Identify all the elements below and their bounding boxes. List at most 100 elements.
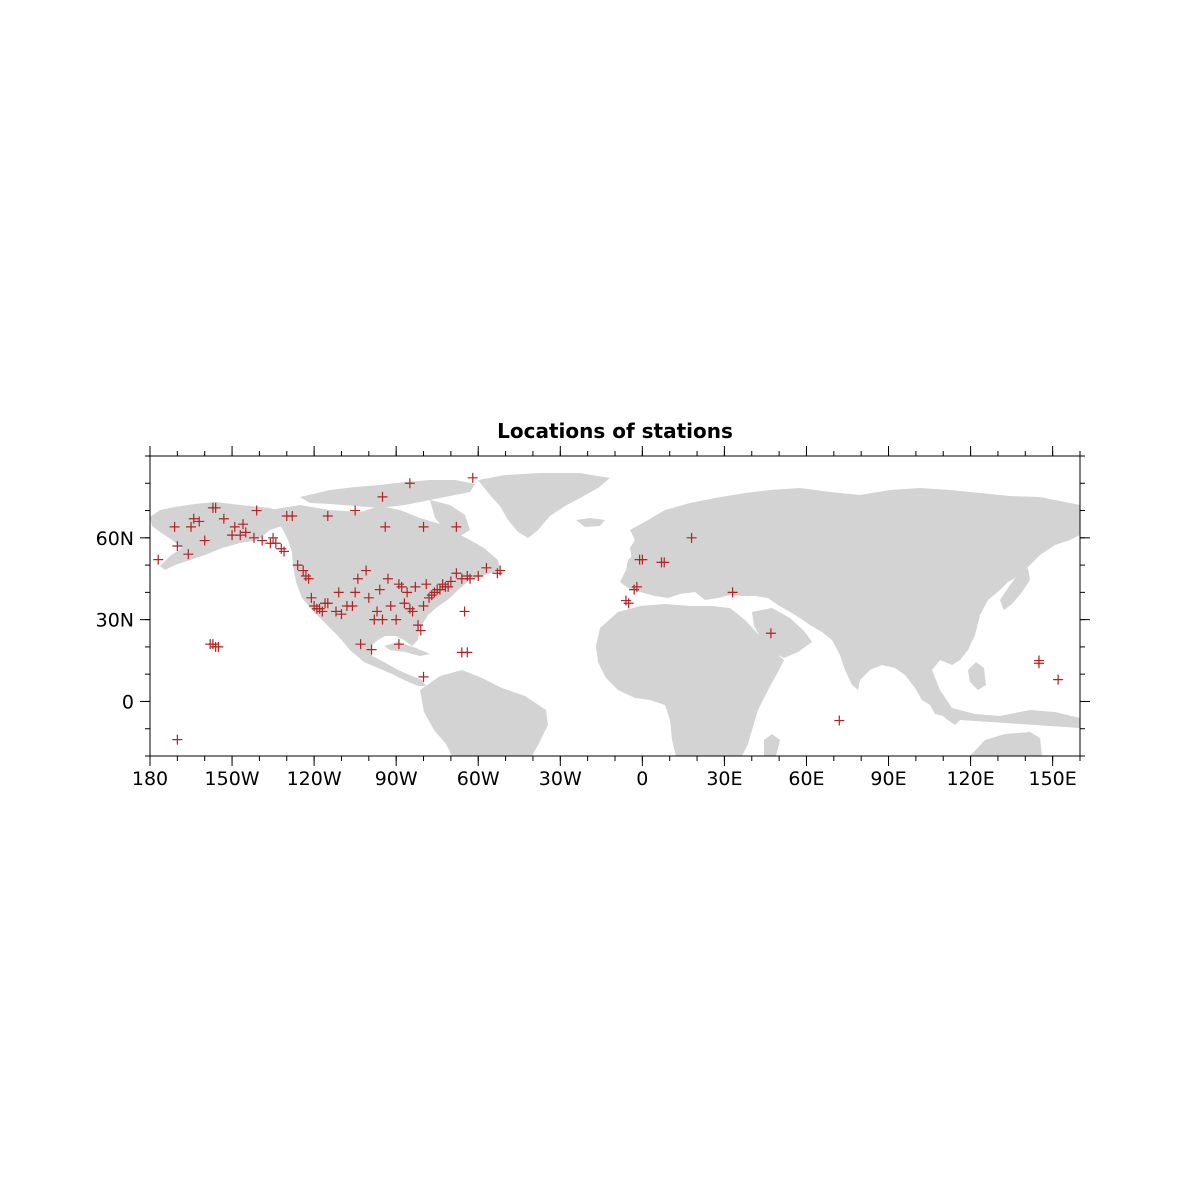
station-marker	[402, 587, 413, 598]
station-marker	[322, 511, 333, 521]
station-marker	[634, 554, 645, 565]
station-marker	[303, 573, 314, 584]
station-marker	[1033, 655, 1044, 666]
station-marker	[207, 639, 218, 650]
station-marker	[172, 734, 183, 745]
station-marker	[213, 641, 224, 652]
station-marker	[229, 521, 240, 532]
station-marker	[418, 671, 429, 682]
station-marker	[451, 521, 462, 532]
y-tick-label: 30N	[96, 610, 134, 632]
station-marker	[415, 625, 426, 636]
land-indonesia	[930, 705, 1080, 728]
station-marker	[377, 491, 388, 502]
station-marker	[1053, 674, 1064, 685]
land-australia	[970, 732, 1042, 756]
station-marker	[248, 532, 259, 543]
station-marker	[322, 598, 333, 609]
station-marker	[374, 584, 385, 595]
station-marker	[218, 513, 229, 524]
station-marker	[276, 543, 287, 554]
station-marker	[188, 513, 199, 524]
land-alaska	[150, 502, 296, 570]
station-marker	[382, 573, 393, 584]
station-marker	[210, 502, 221, 513]
station-marker	[355, 639, 366, 650]
station-marker	[834, 715, 845, 726]
station-marker	[443, 581, 454, 592]
station-marker	[183, 549, 194, 560]
station-marker	[366, 644, 377, 655]
station-marker	[495, 565, 506, 576]
station-marker	[347, 601, 358, 611]
station-marker	[391, 614, 402, 625]
station-marker	[186, 521, 197, 532]
x-tick-label: 90E	[870, 768, 906, 790]
station-marker	[434, 584, 445, 595]
x-tick-label: 30W	[539, 768, 582, 790]
station-marker	[467, 472, 478, 483]
y-axis-labels: 0 30N 60N	[96, 528, 134, 714]
station-marker	[251, 505, 262, 516]
x-tick-label: 150E	[1029, 768, 1077, 790]
station-marker	[281, 511, 292, 521]
station-marker	[350, 587, 361, 598]
station-marker	[257, 535, 268, 546]
station-marker	[418, 601, 429, 611]
station-marker	[298, 565, 309, 576]
station-marker	[199, 535, 210, 546]
tick-marks	[140, 446, 1090, 766]
station-marker	[418, 521, 429, 532]
y-tick-label: 60N	[96, 528, 134, 550]
station-marker	[481, 562, 492, 573]
map-frame	[149, 455, 1081, 757]
station-marker	[352, 573, 363, 584]
land-philippines	[968, 662, 986, 690]
x-tick-label: 150W	[205, 768, 260, 790]
station-marker	[765, 628, 776, 639]
land-south-america	[420, 670, 548, 756]
map-title: Locations of stations	[497, 419, 733, 443]
station-marker	[620, 595, 631, 606]
station-marker	[235, 530, 246, 541]
land-canadian-islands	[300, 480, 475, 508]
station-marker	[623, 598, 634, 609]
station-marker	[462, 647, 473, 658]
land-north-america	[270, 505, 500, 686]
x-axis-labels: 180 150W 120W 90W 60W 30W 0 30E 60E 90E 120E 150E	[132, 768, 1077, 790]
station-marker	[372, 606, 383, 617]
x-tick-label: 120W	[287, 768, 342, 790]
station-marker	[377, 614, 388, 625]
y-tick-label: 0	[122, 691, 134, 713]
station-marker	[393, 639, 404, 650]
station-marker	[473, 571, 484, 581]
station-marker	[465, 573, 476, 584]
x-tick-label: 0	[636, 768, 648, 790]
station-marker	[385, 601, 396, 611]
station-marker	[350, 505, 361, 516]
x-tick-label: 120E	[946, 768, 994, 790]
station-marker	[727, 587, 738, 598]
land-africa	[596, 604, 784, 756]
x-tick-label: 60E	[788, 768, 824, 790]
station-marker	[631, 581, 642, 592]
station-marker	[292, 560, 303, 571]
station-marker	[659, 557, 670, 568]
station-marker	[279, 546, 290, 557]
station-marker	[413, 620, 424, 631]
station-marker	[268, 532, 279, 543]
land-cuba	[384, 642, 430, 656]
station-marker	[380, 521, 391, 532]
station-marker	[404, 478, 415, 489]
land-layer	[150, 473, 1080, 756]
station-marker	[240, 527, 251, 538]
station-marker	[306, 592, 317, 603]
station-marker	[399, 598, 410, 609]
land-japan	[1000, 568, 1030, 610]
station-marker	[363, 592, 374, 603]
station-marker	[238, 519, 248, 530]
station-marker	[451, 568, 462, 579]
station-marker	[333, 587, 344, 598]
station-marker	[317, 606, 328, 617]
